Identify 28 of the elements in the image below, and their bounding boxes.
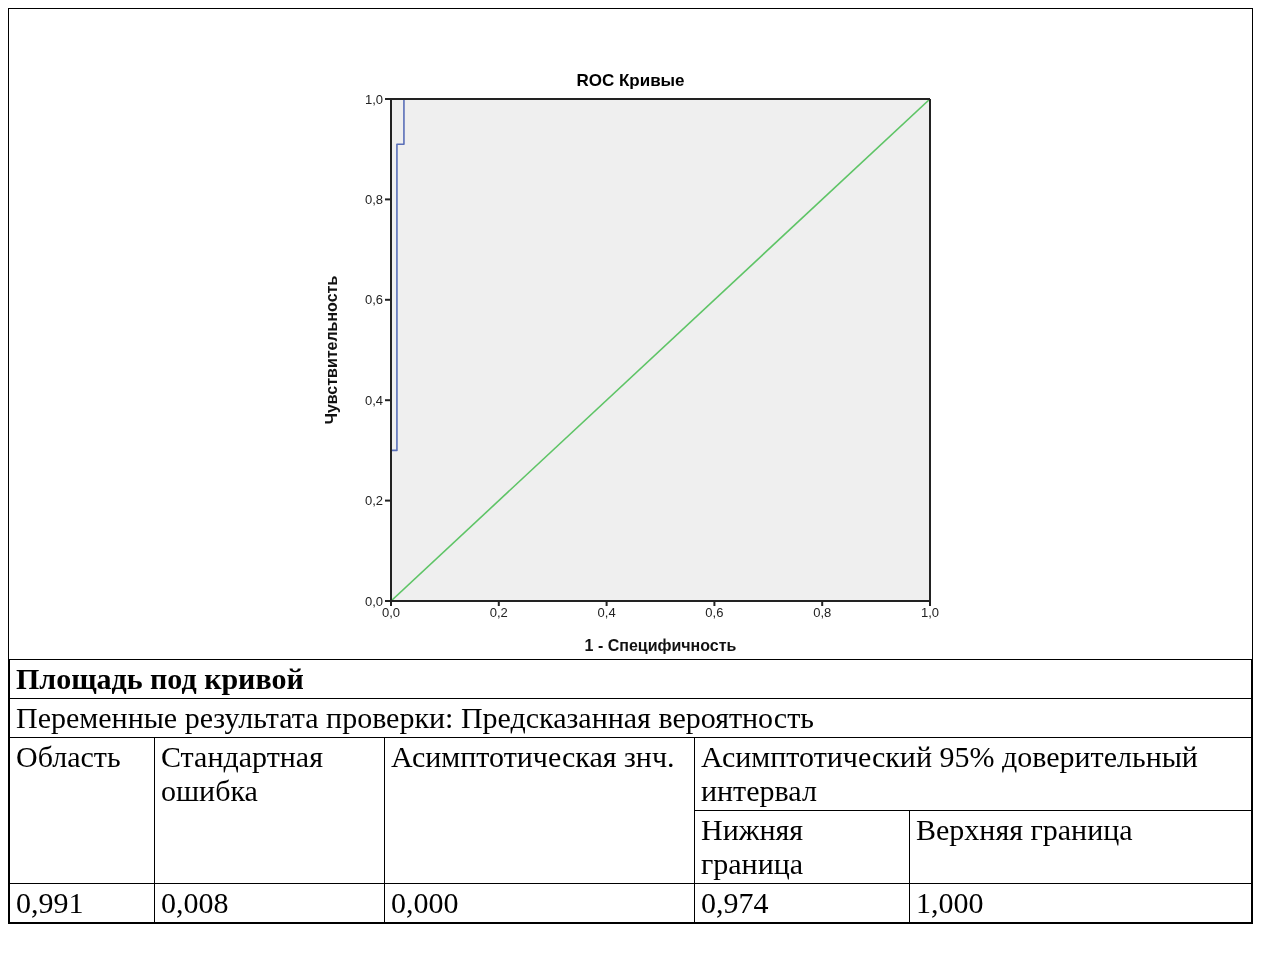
text: Переменные результата проверки: Предсказанная вероятность	[9, 698, 1252, 738]
x-tick-label: 0,8	[813, 605, 832, 621]
text: 1,000	[909, 883, 1252, 923]
text: 0,000	[384, 883, 695, 923]
y-tick-label: 1,0	[364, 91, 383, 107]
y-tick-label: 0,4	[364, 392, 383, 408]
y-tick-label: 0,6	[364, 292, 383, 308]
text: 0,991	[9, 883, 155, 923]
y-tick-label: 0,0	[364, 593, 383, 609]
text: Асимптотический 95% доверительный интервал	[694, 737, 1252, 811]
y-axis-title: Чувствительность	[322, 275, 340, 425]
text: Асимптотическая знч.	[384, 737, 695, 884]
text: 0,974	[694, 883, 910, 923]
text: Нижняя граница	[694, 810, 910, 884]
x-tick-label: 0,2	[489, 605, 508, 621]
y-tick-label: 0,2	[364, 493, 383, 509]
x-tick-label: 0,0	[381, 605, 401, 621]
chart-title: ROC Кривые	[575, 71, 686, 91]
text: Верхняя граница	[909, 810, 1252, 884]
text: Область	[9, 737, 155, 884]
x-axis-title: 1 - Специфичность	[584, 637, 737, 654]
x-tick-label: 0,6	[705, 605, 724, 621]
text: Стандартная ошибка	[154, 737, 385, 884]
x-tick-label: 1,0	[920, 605, 940, 621]
text: Площадь под кривой	[9, 659, 1252, 699]
y-tick-label: 0,8	[364, 192, 383, 208]
text: 0,008	[154, 883, 385, 923]
x-tick-label: 0,4	[597, 605, 616, 621]
